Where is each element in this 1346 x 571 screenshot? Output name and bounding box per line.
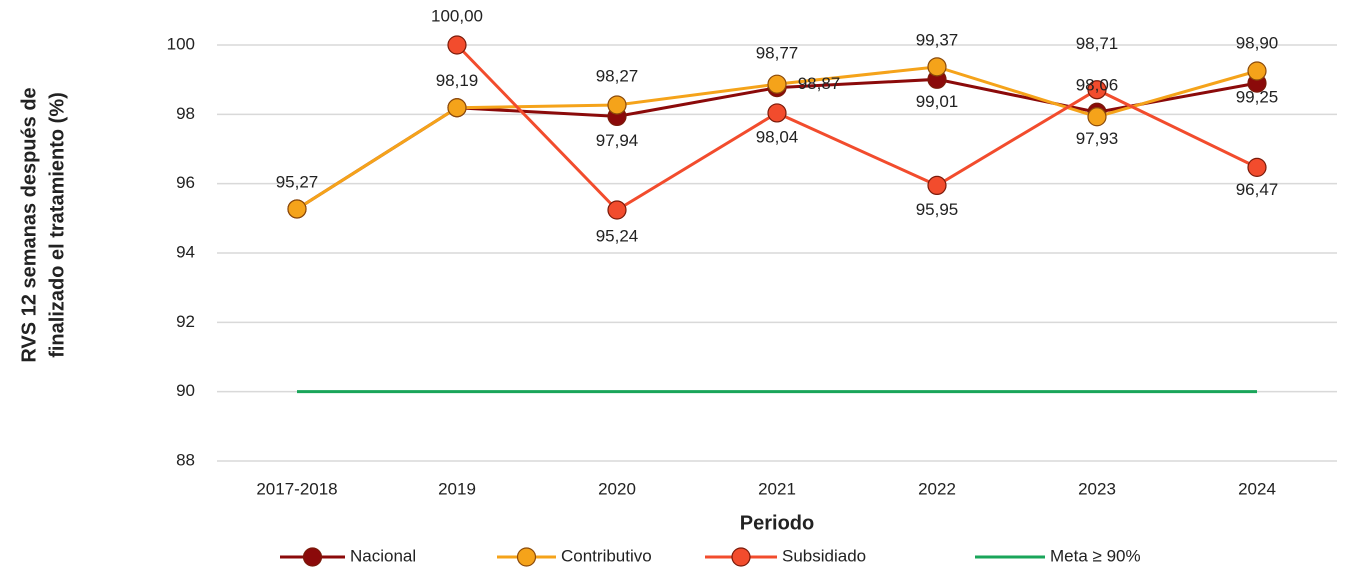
legend-label: Meta ≥ 90% xyxy=(1050,546,1141,565)
x-tick-label: 2020 xyxy=(598,479,636,498)
y-axis-title: finalizado el tratamiento (%) xyxy=(46,92,68,358)
point xyxy=(927,175,947,195)
series-line xyxy=(455,43,1258,212)
x-tick-label: 2021 xyxy=(758,479,796,498)
point xyxy=(607,95,627,115)
y-tick-label: 100 xyxy=(167,34,195,53)
point xyxy=(767,103,787,123)
data-label: 95,24 xyxy=(596,226,639,245)
point xyxy=(1087,107,1107,127)
data-label: 98,27 xyxy=(596,66,639,85)
y-axis-title: RVS 12 semanas después de xyxy=(18,87,40,362)
data-label: 99,25 xyxy=(1236,87,1279,106)
data-label: 98,71 xyxy=(1076,34,1119,53)
data-label: 96,47 xyxy=(1236,180,1279,199)
data-label: 95,27 xyxy=(276,172,319,191)
point xyxy=(447,98,467,118)
data-label: 97,94 xyxy=(596,131,639,150)
point xyxy=(767,74,787,94)
point xyxy=(607,200,627,220)
point xyxy=(287,199,307,219)
x-tick-label: 2022 xyxy=(918,479,956,498)
point xyxy=(927,57,947,77)
data-label: 98,77 xyxy=(756,44,799,63)
data-label: 98,87 xyxy=(798,74,841,93)
point xyxy=(1247,61,1267,81)
data-label: 98,90 xyxy=(1236,34,1279,53)
y-tick-label: 98 xyxy=(176,104,195,123)
legend-marker xyxy=(516,547,537,567)
point xyxy=(1087,80,1107,100)
x-tick-label: 2023 xyxy=(1078,479,1116,498)
data-label: 98,04 xyxy=(756,127,799,146)
x-axis-title: Periodo xyxy=(740,512,814,534)
data-label: 99,01 xyxy=(916,92,959,111)
data-label: 100,00 xyxy=(431,6,483,25)
point xyxy=(447,35,467,55)
data-label: 98,06 xyxy=(1076,76,1119,95)
y-tick-label: 94 xyxy=(176,242,195,261)
x-tick-label: 2024 xyxy=(1238,479,1276,498)
legend-marker xyxy=(302,547,323,567)
x-tick-label: 2017-2018 xyxy=(256,479,337,498)
data-label: 97,93 xyxy=(1076,129,1119,148)
data-label: 99,37 xyxy=(916,30,959,49)
legend-label: Subsidiado xyxy=(782,546,866,565)
data-label: 95,95 xyxy=(916,200,959,219)
legend-label: Contributivo xyxy=(561,546,652,565)
y-tick-label: 96 xyxy=(176,173,195,192)
point xyxy=(1247,157,1267,177)
y-tick-label: 88 xyxy=(176,450,195,469)
y-tick-label: 92 xyxy=(176,312,195,331)
x-tick-label: 2019 xyxy=(438,479,476,498)
y-tick-label: 90 xyxy=(176,381,195,400)
legend-marker xyxy=(731,547,751,567)
legend-label: Nacional xyxy=(350,546,416,565)
data-label: 98,19 xyxy=(436,71,479,90)
